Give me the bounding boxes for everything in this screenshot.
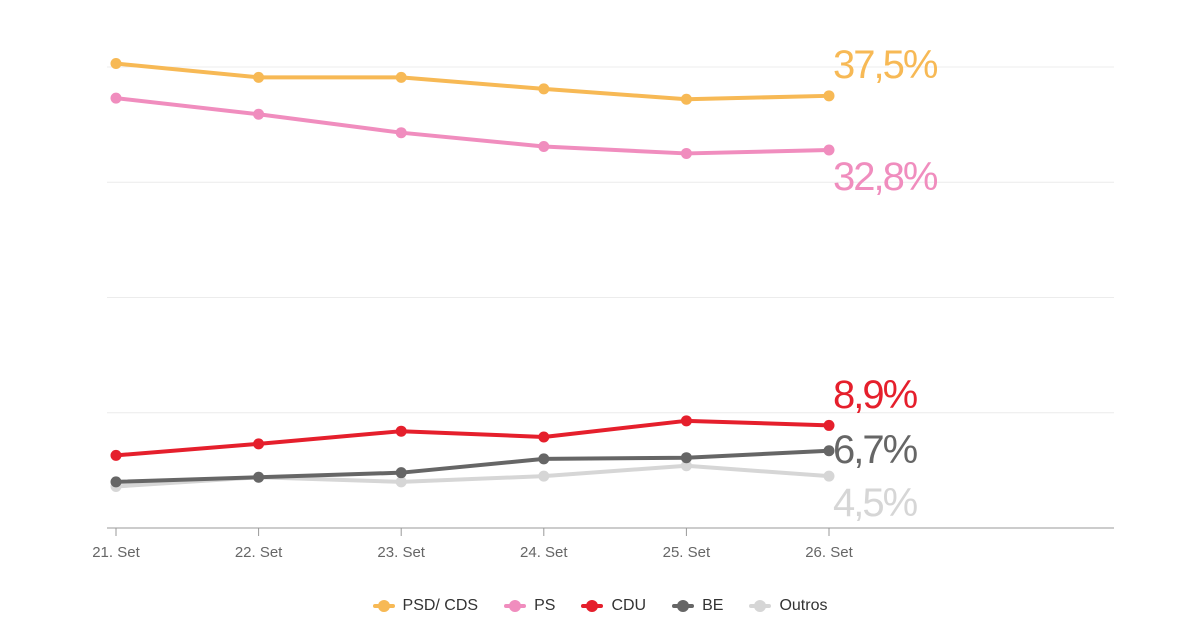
legend-swatch (581, 600, 604, 612)
data-point-be[interactable] (110, 476, 122, 488)
legend-label: CDU (611, 597, 647, 614)
data-point-ps[interactable] (253, 108, 265, 120)
data-point-cdu[interactable] (538, 431, 550, 443)
data-point-outros[interactable] (823, 470, 835, 482)
series-be (110, 445, 835, 488)
x-axis-ticks: 21. Set 22. Set 23. Set 24. Set 25. Set 26. S… (92, 528, 854, 561)
data-point-cdu[interactable] (395, 425, 407, 437)
grid-lines (107, 66, 1114, 414)
end-labels: 37,5% 32,8% 8,9% 6,7% 4,5% (833, 43, 940, 525)
legend-label: PS (534, 597, 556, 614)
data-point-outros[interactable] (680, 460, 692, 472)
end-label-outros: 4,5% (833, 481, 918, 525)
legend-label: PSD/ CDS (402, 597, 479, 614)
legend-item-be[interactable]: BE (672, 597, 723, 615)
data-point-outros[interactable] (538, 470, 550, 482)
legend-label: Outros (779, 597, 828, 614)
data-point-be[interactable] (680, 452, 692, 464)
data-point-psd-cds[interactable] (110, 58, 122, 70)
end-label-cdu: 8,9% (833, 373, 918, 417)
data-point-psd-cds[interactable] (823, 90, 835, 102)
legend-swatch (672, 600, 695, 612)
end-label-be: 6,7% (833, 428, 918, 472)
data-point-be[interactable] (538, 453, 550, 465)
data-point-cdu[interactable] (680, 415, 692, 427)
data-point-cdu[interactable] (110, 449, 122, 461)
x-tick-label: 22. Set (235, 544, 283, 561)
x-tick-label: 23. Set (377, 544, 425, 561)
series-line-cdu (114, 418, 831, 458)
legend-item-psd-cds[interactable]: PSD/ CDS (372, 597, 479, 615)
data-point-psd-cds[interactable] (253, 71, 265, 83)
x-tick-label: 21. Set (92, 544, 140, 561)
x-tick-label: 26. Set (805, 544, 853, 561)
x-tick-label: 25. Set (663, 544, 711, 561)
legend-label: BE (702, 597, 724, 614)
series-line-outros (114, 463, 831, 489)
x-tick-label: 24. Set (520, 544, 568, 561)
series-group (110, 58, 835, 493)
data-point-be[interactable] (823, 445, 835, 457)
legend-item-ps[interactable]: PS (504, 597, 555, 615)
data-point-ps[interactable] (823, 144, 835, 156)
data-point-ps[interactable] (680, 147, 692, 159)
line-chart: 21. Set 22. Set 23. Set 24. Set 25. Set 26. S… (92, 43, 1114, 561)
series-cdu (110, 415, 835, 461)
data-point-ps[interactable] (395, 127, 407, 139)
series-ps (110, 92, 835, 159)
data-point-psd-cds[interactable] (538, 83, 550, 95)
data-point-psd-cds[interactable] (395, 71, 407, 83)
legend-item-outros[interactable]: Outros (749, 597, 827, 615)
end-label-psd-cds: 37,5% (833, 43, 938, 87)
legend-swatch (504, 600, 527, 612)
data-point-ps[interactable] (110, 92, 122, 104)
data-point-psd-cds[interactable] (680, 93, 692, 105)
data-point-cdu[interactable] (253, 438, 265, 450)
legend-item-cdu[interactable]: CDU (581, 597, 646, 615)
series-line-psd-cds (114, 61, 831, 102)
data-point-ps[interactable] (538, 141, 550, 153)
data-point-cdu[interactable] (823, 419, 835, 431)
series-psd-cds (110, 58, 835, 105)
data-point-outros[interactable] (395, 476, 407, 488)
legend: PSD/ CDS PS CDU BE Outros (0, 594, 1200, 618)
legend-swatch (372, 600, 395, 612)
legend-swatch (749, 600, 772, 612)
data-point-be[interactable] (253, 471, 265, 483)
series-line-ps (114, 96, 831, 156)
data-point-be[interactable] (395, 467, 407, 479)
series-line-be (114, 448, 831, 484)
end-label-ps: 32,8% (833, 155, 938, 199)
